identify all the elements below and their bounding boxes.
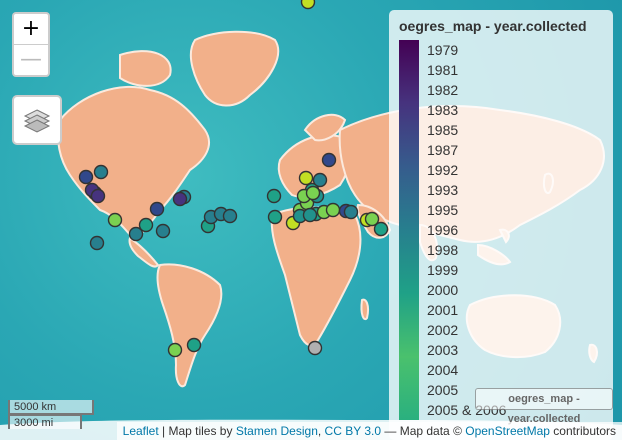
legend-label: 1981 [427, 62, 459, 78]
zoom-out-button[interactable]: — [14, 44, 48, 75]
specimen-marker[interactable] [89, 235, 105, 251]
legend-label: 1983 [427, 102, 459, 118]
attr-text-3: — Map data © [381, 424, 466, 438]
specimen-marker[interactable] [149, 201, 165, 217]
legend-label: 2001 [427, 302, 459, 318]
stamen-link[interactable]: Stamen Design [235, 424, 318, 438]
legend-label: 1985 [427, 122, 459, 138]
specimen-marker[interactable] [302, 207, 318, 223]
zoom-in-button[interactable]: + [21, 16, 41, 41]
legend-label: 1995 [427, 202, 459, 218]
cc-link[interactable]: CC BY 3.0 [324, 424, 382, 438]
specimen-marker[interactable] [298, 170, 314, 186]
legend-label: 1992 [427, 162, 459, 178]
specimen-marker[interactable] [300, 0, 316, 10]
legend-color-ramp [399, 40, 419, 420]
legend-labels: 1979 1981 1982 1983 1985 1987 1992 1993 1995 1996… [427, 40, 506, 420]
legend-label: 1998 [427, 242, 459, 258]
layer-title-control[interactable]: oegres_map - year.collected [475, 388, 613, 425]
specimen-marker[interactable] [78, 169, 94, 185]
legend: oegres_map - year.collected 1979 1981 1982… [389, 10, 613, 440]
leaflet-link[interactable]: Leaflet [122, 424, 159, 438]
attr-text-4: contributors [549, 424, 616, 438]
legend-label: 1999 [427, 262, 459, 278]
specimen-marker[interactable] [325, 202, 341, 218]
scale-bar: 5000 km 3000 mi [8, 400, 94, 429]
legend-label: 2005 [427, 382, 459, 398]
layers-icon [23, 109, 51, 133]
specimen-marker[interactable] [222, 208, 238, 224]
zoom-control: + — [12, 12, 50, 77]
legend-label: 2002 [427, 322, 459, 338]
specimen-marker[interactable] [167, 342, 183, 358]
specimen-marker[interactable] [93, 164, 109, 180]
specimen-marker[interactable] [172, 191, 188, 207]
legend-label: 2003 [427, 342, 459, 358]
attr-text-2: , [317, 424, 325, 438]
specimen-marker[interactable] [128, 226, 144, 242]
specimen-marker[interactable] [107, 212, 123, 228]
legend-label: 1987 [427, 142, 459, 158]
legend-title: oegres_map - year.collected [399, 18, 587, 34]
specimen-marker[interactable] [343, 204, 359, 220]
specimen-marker[interactable] [186, 337, 202, 353]
specimen-marker[interactable] [155, 223, 171, 239]
specimen-marker[interactable] [373, 221, 389, 237]
legend-label: 1993 [427, 182, 459, 198]
specimen-marker[interactable] [267, 209, 283, 225]
scale-km: 5000 km [8, 400, 94, 415]
legend-label: 1996 [427, 222, 459, 238]
attribution: Leaflet | Map tiles by Stamen Design, CC… [116, 422, 622, 440]
specimen-marker[interactable] [321, 152, 337, 168]
osm-link[interactable]: OpenStreetMap [465, 424, 550, 438]
legend-label: 2000 [427, 282, 459, 298]
specimen-marker[interactable] [364, 211, 380, 227]
attr-text-1: | Map tiles by [158, 424, 236, 438]
legend-label: 1982 [427, 82, 459, 98]
layers-button[interactable] [12, 95, 62, 145]
specimen-marker[interactable] [307, 340, 323, 356]
legend-label: 2004 [427, 362, 459, 378]
specimen-marker[interactable] [138, 217, 154, 233]
specimen-marker[interactable] [90, 188, 106, 204]
marker-layer [78, 0, 389, 358]
legend-label: 1979 [427, 42, 459, 58]
specimen-marker[interactable] [266, 188, 282, 204]
specimen-marker[interactable] [305, 185, 321, 201]
specimen-marker[interactable] [312, 172, 328, 188]
scale-mi: 3000 mi [8, 414, 82, 429]
